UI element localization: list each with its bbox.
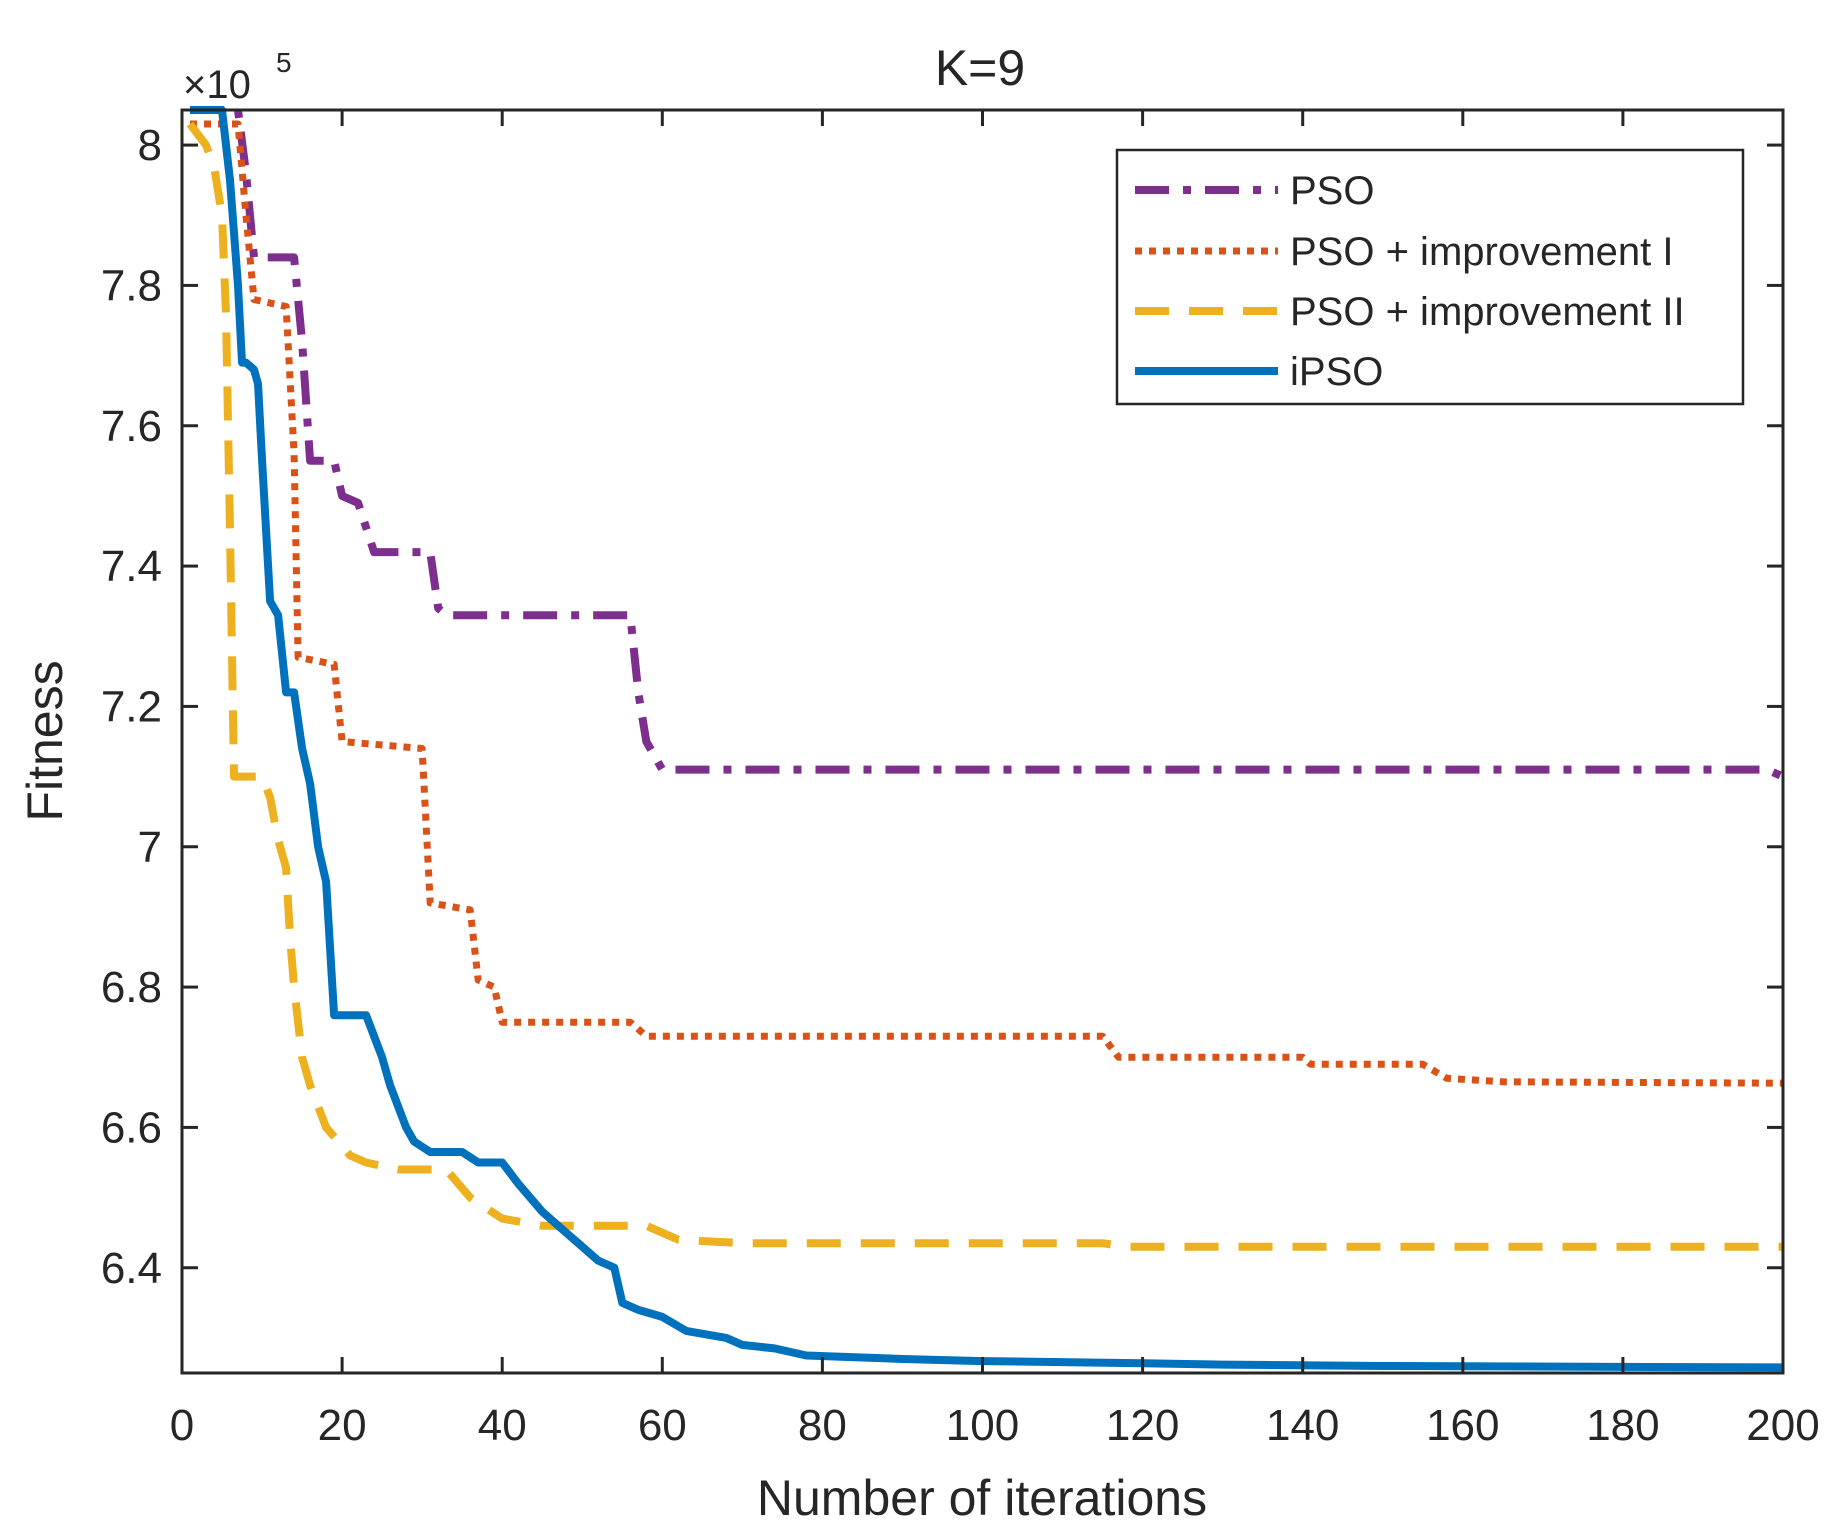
x-tick-label: 180 [1586, 1401, 1659, 1450]
y-tick-label: 7.2 [101, 682, 162, 731]
y-tick-label: 7.8 [101, 261, 162, 310]
legend-items: PSO PSO + improvement I PSO + improvement … [1135, 169, 1685, 394]
y-axis-exponent: ×10 5 [183, 47, 292, 107]
y-axis-exponent-power: 5 [276, 47, 292, 78]
x-tick-label: 60 [638, 1401, 687, 1450]
y-tick-label: 6.8 [101, 963, 162, 1012]
x-tick-label: 160 [1426, 1401, 1499, 1450]
y-axis-exponent-base: ×10 [183, 63, 251, 107]
legend-label-0: PSO [1290, 169, 1374, 213]
legend: PSO PSO + improvement I PSO + improvement … [1115, 148, 1745, 406]
legend-label-1: PSO + improvement I [1290, 230, 1673, 274]
y-tick-label: 6.6 [101, 1103, 162, 1152]
x-tick-label: 20 [318, 1401, 367, 1450]
plot-area-frame [180, 108, 1785, 1375]
x-tick-label: 100 [946, 1401, 1019, 1450]
series-line-0 [190, 106, 1785, 781]
chart-title: K=9 [935, 40, 1025, 96]
x-tick-label: 120 [1106, 1401, 1179, 1450]
x-tick-label: 0 [170, 1401, 194, 1450]
series-layer [186, 106, 1785, 1372]
series-line-2 [186, 121, 1783, 1251]
ticks-layer: 0 20 40 60 80 100 120 140 160 180 200 6.4 6.6 6.8 7 7.2… [101, 110, 1820, 1450]
y-tick-label: 7.6 [101, 402, 162, 451]
series-line-3 [190, 106, 1784, 1372]
y-tick-label: 7 [138, 823, 162, 872]
x-tick-label: 200 [1746, 1401, 1819, 1450]
legend-label-2: PSO + improvement II [1290, 290, 1685, 334]
y-tick-label: 7.4 [101, 542, 162, 591]
y-tick-label: 6.4 [101, 1244, 162, 1293]
x-tick-label: 140 [1266, 1401, 1339, 1450]
y-tick-label: 8 [138, 121, 162, 170]
legend-label-3: iPSO [1290, 350, 1383, 394]
x-tick-label: 80 [798, 1401, 847, 1450]
y-axis-label: Fitness [17, 660, 73, 821]
series-line-1 [190, 120, 1784, 1087]
x-axis-label: Number of iterations [757, 1470, 1207, 1526]
x-tick-label: 40 [478, 1401, 527, 1450]
